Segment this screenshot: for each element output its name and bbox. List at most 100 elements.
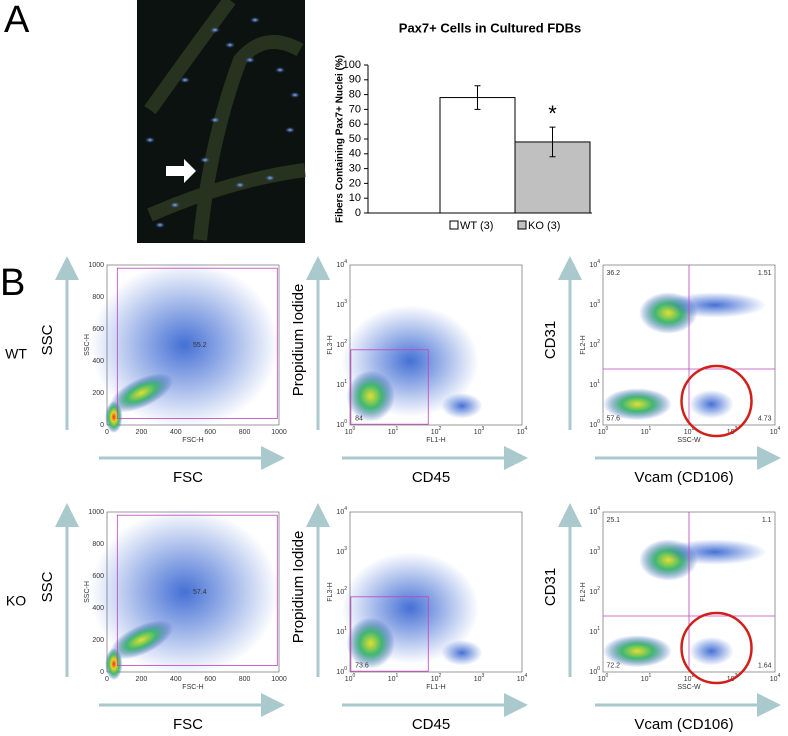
y-tick-label: 100 [336,666,347,676]
density-cloud [105,401,123,433]
x-parameter: SSC-W [677,437,701,444]
tick-base: 10 [641,676,649,683]
tick-exponent: 2 [692,673,695,679]
density-cloud [109,620,174,660]
tick-exponent: 2 [344,339,347,345]
y-tick-label: 600 [92,573,104,580]
y-tick-label: 70 [349,103,361,115]
tick-base: 10 [336,589,344,596]
x-tick-label: 200 [136,676,148,683]
tick-base: 10 [336,302,344,309]
y-axis-title: Propidium Iodide [290,531,307,644]
panel-label: A [4,0,30,41]
tick-exponent: 0 [344,666,347,672]
density-cloud [346,370,395,422]
y-tick-label: 103 [589,546,600,556]
tick-base: 10 [598,676,606,683]
gate-value: 57.4 [193,589,207,596]
tick-exponent: 1 [597,626,600,632]
tick-exponent: 4 [525,673,528,679]
x-parameter: FSC-H [182,684,203,691]
x-tick-label: 104 [517,426,528,436]
x-tick-label: 600 [204,676,216,683]
x-axis-title: CD45 [412,469,450,486]
tick-exponent: 4 [344,506,347,512]
y-tick-label: 400 [92,605,104,612]
y-tick-label: 101 [589,626,600,636]
tick-base: 10 [474,429,482,436]
tick-base: 10 [589,629,597,636]
tick-exponent: 1 [344,626,347,632]
tick-base: 10 [336,629,344,636]
y-parameter: FL3-H [327,582,334,601]
y-tick-label: 100 [589,419,600,429]
tick-base: 10 [770,676,778,683]
tick-base: 10 [345,676,353,683]
gate-value: 72.2 [606,662,620,669]
y-tick-label: 400 [92,358,104,365]
tick-base: 10 [589,302,597,309]
x-tick-label: 100 [345,426,356,436]
tick-exponent: 4 [344,259,347,265]
y-tick-label: 101 [336,379,347,389]
micrograph [137,0,306,243]
y-tick-label: 60 [349,118,361,130]
x-tick-label: 1000 [271,676,287,683]
y-tick-label: 1000 [88,262,104,269]
y-tick-label: 90 [349,74,361,86]
x-tick-label: 104 [770,673,781,683]
flow-plot: 00 200 200 400 400 600 600 800 800 1000 1000 FSC-H S… [84,261,287,444]
x-tick-label: 100 [598,426,609,436]
y-axis-title: CD31 [542,568,559,606]
tick-base: 10 [388,429,396,436]
row-label: KO [6,593,26,609]
y-tick-label: 50 [349,133,361,145]
gate-value: 1.1 [762,517,772,524]
y-axis-title: SSC [39,571,56,602]
density-cloud [346,617,395,669]
x-axis-title: Vcam (CD106) [634,469,733,486]
legend-label: KO (3) [528,220,560,232]
x-tick-label: 800 [239,676,251,683]
y-tick-label: 80 [349,89,361,101]
significance-marker: * [548,101,557,126]
density-cloud [441,640,483,666]
y-tick-label: 103 [336,299,347,309]
tick-base: 10 [336,669,344,676]
x-tick-label: 101 [388,673,399,683]
tick-exponent: 1 [597,379,600,385]
tick-exponent: 3 [344,299,347,305]
gate-value: 73.6 [355,662,369,669]
tick-exponent: 4 [597,259,600,265]
y-tick-label: 101 [589,379,600,389]
x-parameter: FSC-H [182,437,203,444]
y-tick-label: 101 [336,626,347,636]
x-parameter: FL1-H [426,437,445,444]
flow-plot: 00 200 200 400 400 600 600 800 800 1000 1000 FSC-H S… [84,508,287,691]
legend-swatch [517,220,527,230]
x-parameter: FL1-H [426,684,445,691]
tick-exponent: 1 [649,426,652,432]
density-cloud [105,648,123,680]
density-cloud [603,635,672,668]
x-tick-label: 200 [136,429,148,436]
y-tick-label: 800 [92,294,104,301]
tick-base: 10 [336,382,344,389]
x-tick-label: 1000 [271,429,287,436]
density-cloud [109,373,174,413]
tick-exponent: 0 [606,673,609,679]
y-tick-label: 102 [336,339,347,349]
density-cloud [663,292,767,318]
x-tick-label: 0 [105,429,109,436]
tick-base: 10 [345,429,353,436]
tick-base: 10 [598,429,606,436]
y-tick-label: 103 [589,299,600,309]
x-tick-label: 102 [684,673,695,683]
y-tick-label: 104 [589,259,600,269]
gate [116,514,278,667]
gate [350,349,429,425]
gate-value: 36.2 [606,270,620,277]
x-parameter: SSC-W [677,684,701,691]
tick-exponent: 4 [597,506,600,512]
tick-base: 10 [431,676,439,683]
